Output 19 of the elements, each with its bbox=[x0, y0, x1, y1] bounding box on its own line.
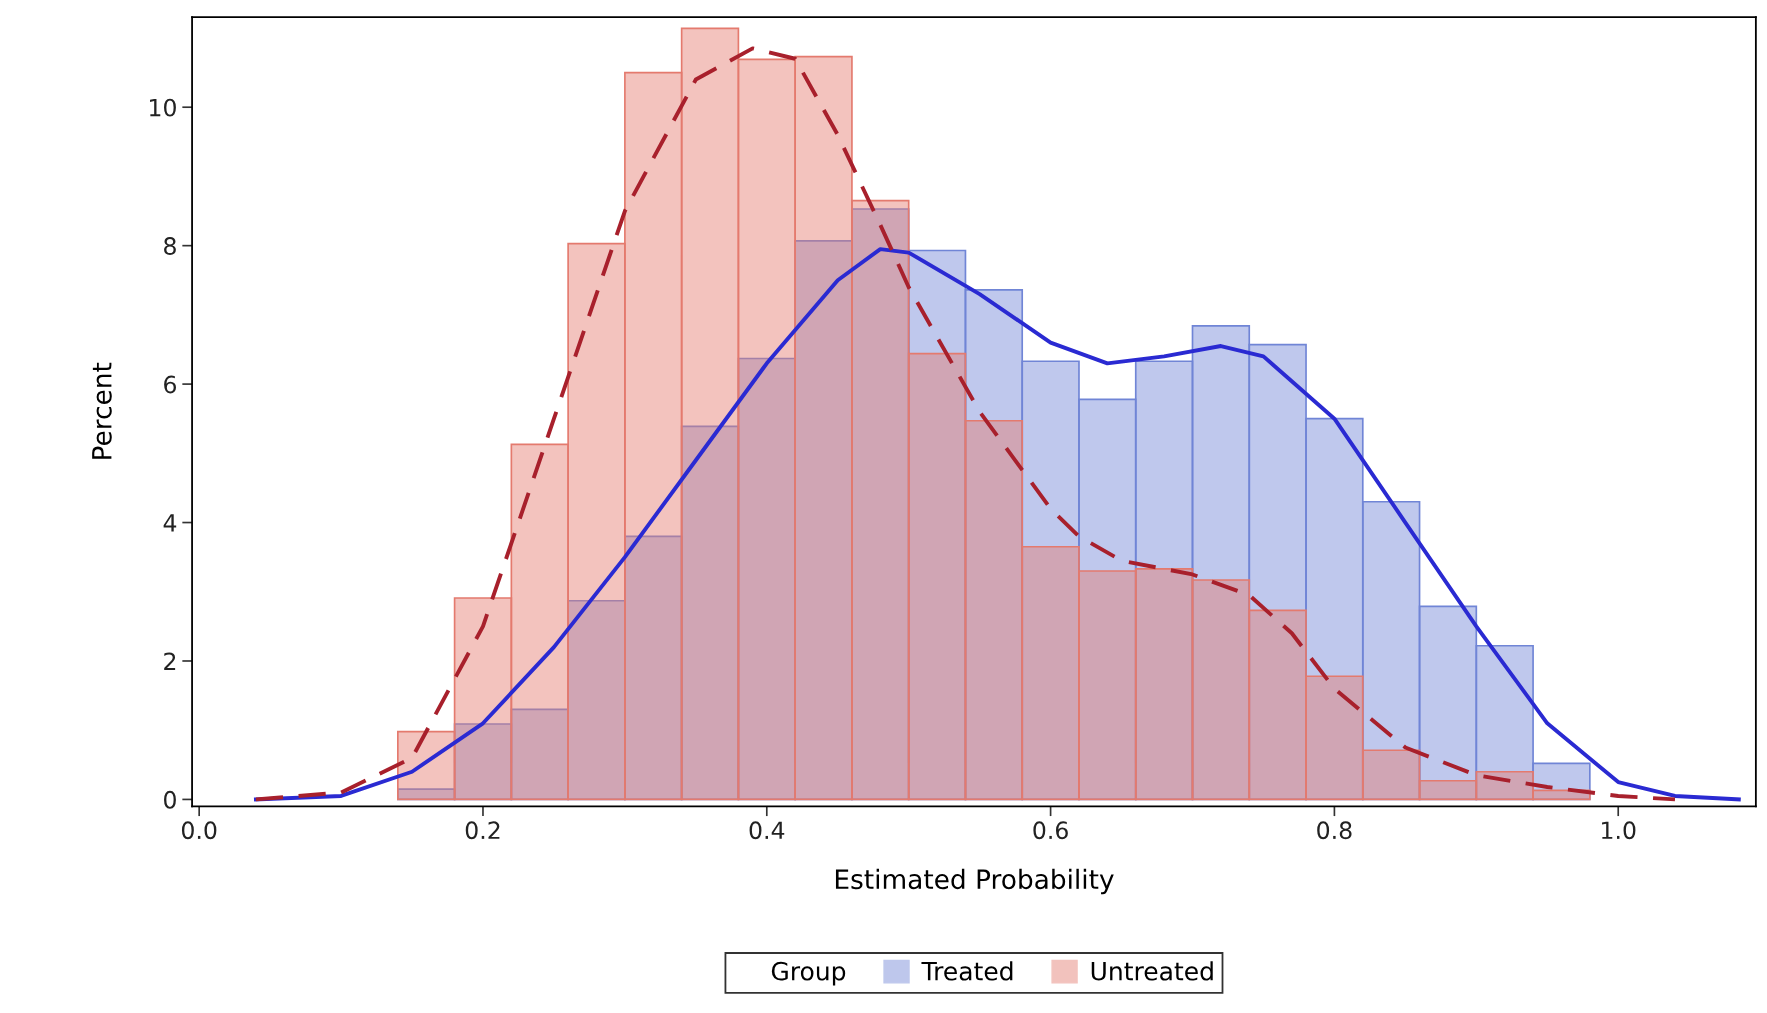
y-tick-label: 2 bbox=[164, 652, 176, 670]
y-tick-label: 0 bbox=[164, 790, 176, 809]
x-tick-label: 0.8 bbox=[1317, 821, 1352, 840]
x-tick-label: 0.0 bbox=[181, 821, 217, 840]
y-tick-label: 10 bbox=[150, 98, 176, 117]
y-axis-title: Percent bbox=[92, 362, 112, 459]
x-tick-label: 1.0 bbox=[1602, 821, 1636, 840]
x-axis-title: Estimated Probability bbox=[835, 868, 1114, 895]
x-tick-label: 0.2 bbox=[465, 821, 500, 840]
legend-label: Untreated bbox=[1091, 961, 1213, 981]
line-series bbox=[253, 46, 1677, 802]
legend-label: Treated bbox=[921, 961, 1013, 981]
x-tick-label: 0.4 bbox=[749, 821, 785, 840]
legend-title: Group bbox=[771, 961, 846, 986]
y-tick-label: 8 bbox=[164, 237, 176, 255]
x-tick-label: 0.6 bbox=[1033, 821, 1068, 840]
line-series bbox=[253, 247, 1741, 802]
y-tick-label: 4 bbox=[163, 514, 177, 532]
y-tick-label: 6 bbox=[164, 375, 176, 394]
